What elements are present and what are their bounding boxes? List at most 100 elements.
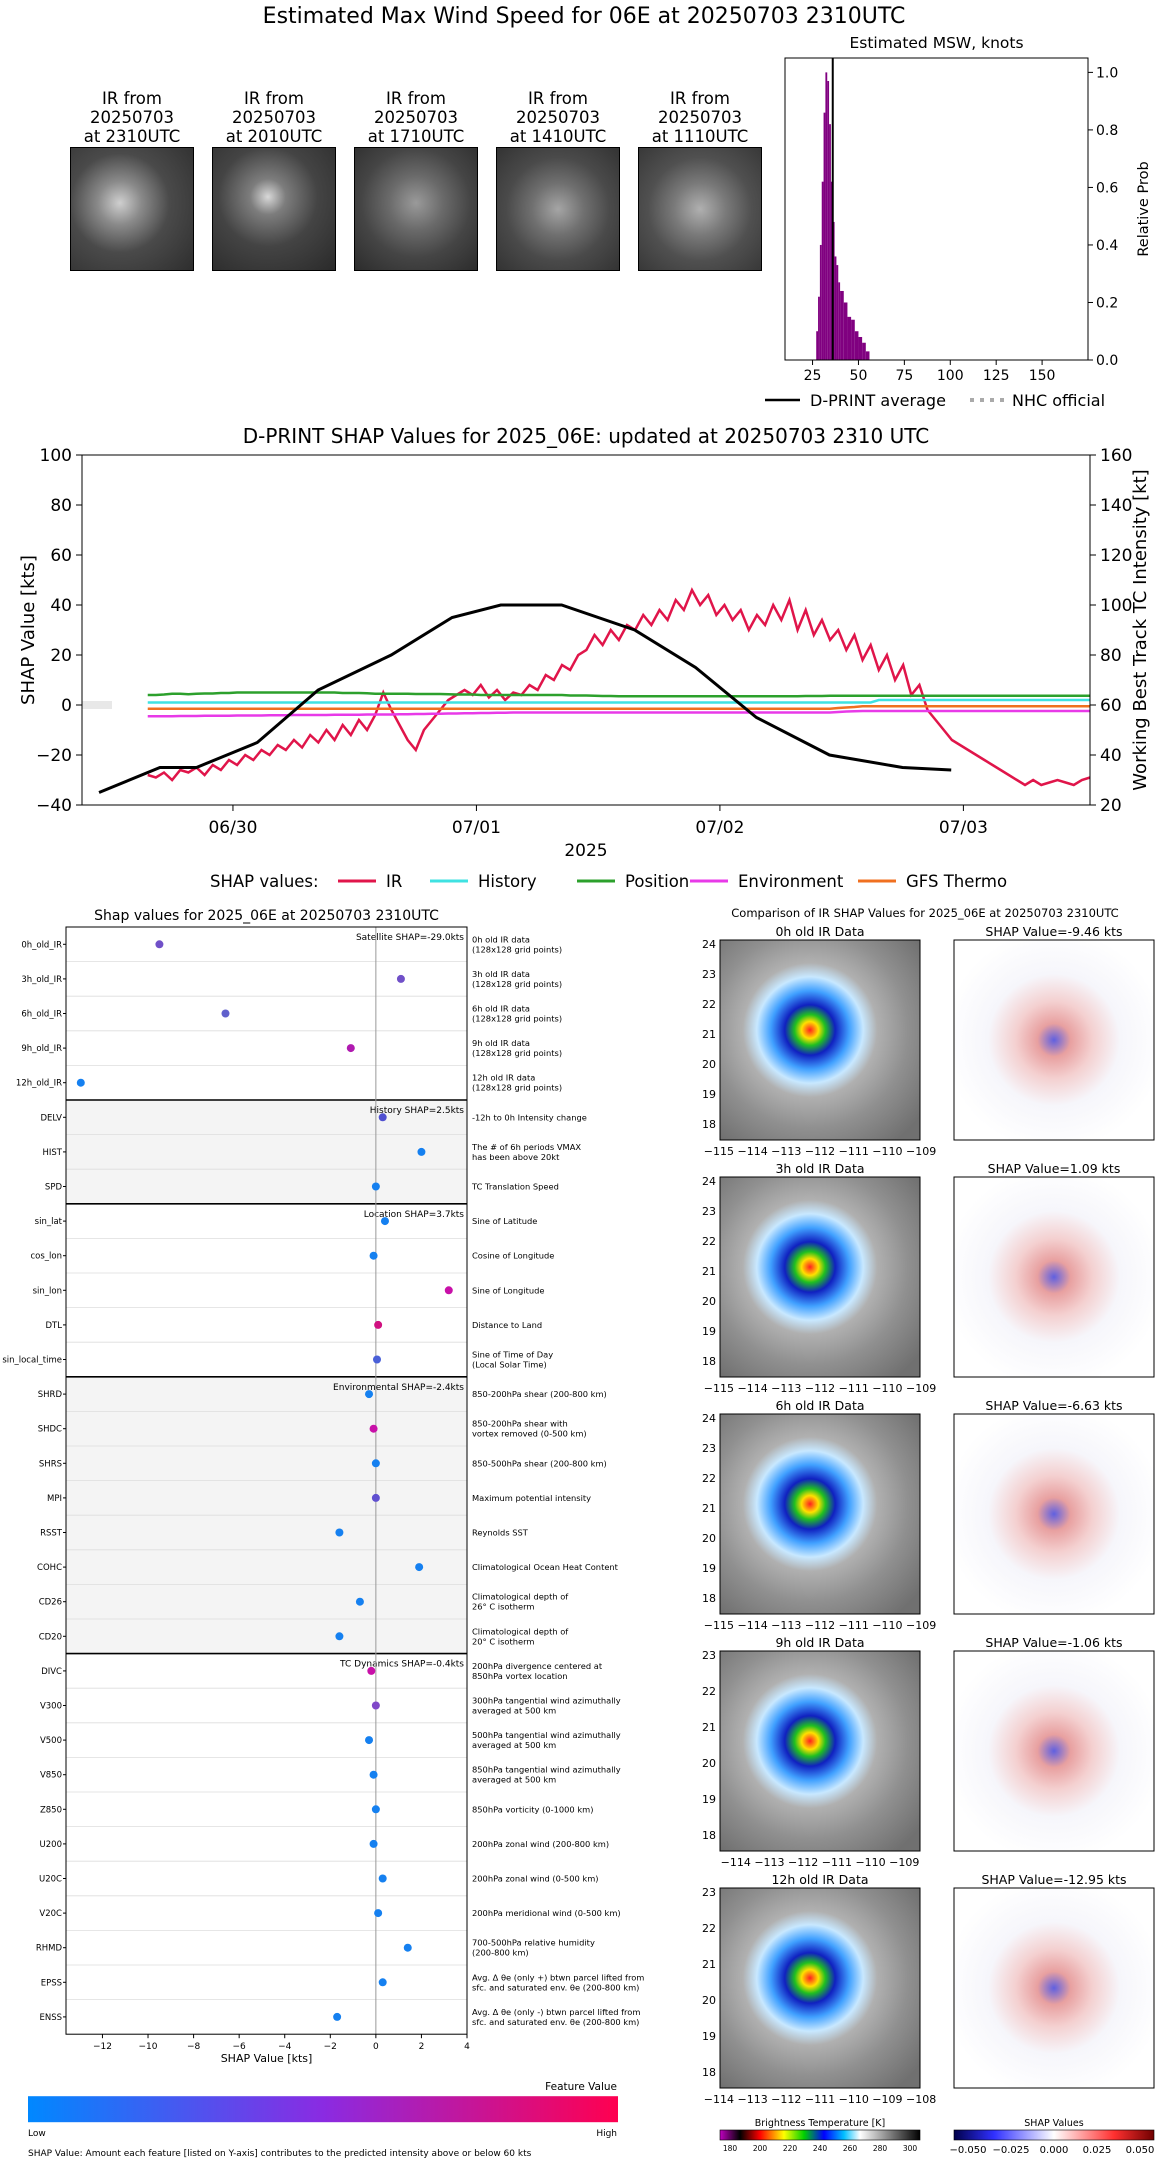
feature-name: Z850 — [40, 1805, 62, 1815]
feature-point — [335, 1632, 344, 1641]
shap-panel-title: SHAP Value=-1.06 kts — [985, 1635, 1122, 1650]
shap-colorbar-title: SHAP Values — [1024, 2118, 1084, 2129]
ir-y-tick-label: 21 — [702, 1028, 716, 1041]
feature-description: 20° C isotherm — [472, 1636, 534, 1646]
feature-point — [371, 1701, 380, 1710]
ir-y-tick-label: 22 — [702, 1922, 716, 1935]
x-tick-label: 0 — [373, 2042, 379, 2052]
ir-thumbnail-image — [70, 147, 194, 271]
histogram-title: Estimated MSW, knots — [849, 34, 1023, 52]
feature-description: (200-800 km) — [472, 1948, 529, 1958]
feature-point — [373, 1355, 382, 1364]
bt-colorbar-tick: 300 — [903, 2144, 918, 2153]
feature-description: sfc. and saturated env. θe (200-800 km) — [472, 2017, 639, 2027]
legend-average-label: D-PRINT average — [810, 391, 946, 410]
feature-name: cos_lon — [30, 1252, 62, 1262]
feature-name: SHDC — [38, 1425, 62, 1435]
y-tick-label: 1.0 — [1096, 65, 1118, 81]
ir-panel-title: 0h old IR Data — [775, 924, 864, 939]
feature-chart-title: Shap values for 2025_06E at 20250703 231… — [94, 908, 439, 924]
y-tick-label: 0.4 — [1096, 238, 1118, 254]
feature-name: ENSS — [39, 2013, 62, 2023]
ir-y-tick-label: 18 — [702, 1355, 716, 1368]
bt-colorbar-tick: 220 — [783, 2144, 798, 2153]
feature-description: Sine of Latitude — [472, 1216, 537, 1226]
feature-description: (Local Solar Time) — [472, 1360, 547, 1370]
x-tick-label: −4 — [278, 2042, 292, 2052]
ir-thumbnail-caption: IR from 20250703 at 1710UTC — [367, 89, 465, 146]
feature-name: sin_lon — [33, 1286, 62, 1296]
y2-tick-label: 100 — [1100, 596, 1132, 616]
y-axis-label: SHAP Value [kts] — [18, 555, 39, 705]
ir-thumbnail-image — [354, 147, 478, 271]
feature-name: SHRD — [38, 1390, 63, 1400]
feature-description: 200hPa zonal wind (200-800 km) — [472, 1839, 609, 1849]
legend-nhc-label: NHC official — [1012, 391, 1105, 410]
y2-tick-label: 60 — [1100, 696, 1122, 716]
shap-panel-title: SHAP Value=-12.95 kts — [981, 1872, 1126, 1887]
ir-panel-title: 6h old IR Data — [775, 1398, 864, 1413]
feature-description: TC Translation Speed — [471, 1182, 559, 1192]
y-tick-label: 40 — [50, 596, 72, 616]
feature-description: 700-500hPa relative humidity — [472, 1938, 595, 1948]
ir-y-tick-label: 21 — [702, 1502, 716, 1515]
zero-band — [82, 701, 112, 709]
feature-point — [403, 1943, 412, 1952]
feature-shap-chart: Shap values for 2025_06E at 20250703 231… — [2, 908, 644, 2158]
ir-panel-title: 9h old IR Data — [775, 1635, 864, 1650]
group-label: Satellite SHAP=-29.0kts — [356, 933, 464, 943]
ir-y-tick-label: 20 — [702, 1532, 716, 1545]
histogram-bar — [865, 351, 870, 360]
feature-point — [369, 1424, 378, 1433]
feature-point — [365, 1736, 374, 1745]
feature-name: 3h_old_IR — [21, 975, 62, 985]
bt-colorbar-tick: 200 — [753, 2144, 768, 2153]
feature-name: 9h_old_IR — [21, 1044, 62, 1054]
bt-colorbar-tick: 280 — [873, 2144, 888, 2153]
feature-name: RHMD — [36, 1944, 63, 1954]
feature-description: (128x128 grid points) — [472, 1083, 562, 1093]
y-tick-label: −40 — [36, 796, 72, 816]
ir-panel-title: 12h old IR Data — [771, 1872, 868, 1887]
footnote: SHAP Value: Amount each feature [listed … — [28, 2149, 532, 2158]
feature-description: averaged at 500 km — [472, 1740, 556, 1750]
feature-description: (128x128 grid points) — [472, 979, 562, 989]
feature-point — [371, 1459, 380, 1468]
histogram-bar — [834, 256, 837, 360]
feature-description: Avg. Δ θe (only -) btwn parcel lifted fr… — [472, 2007, 640, 2017]
x-tick-label: 25 — [804, 368, 822, 384]
histogram-bar — [843, 302, 848, 360]
feature-name: CD26 — [39, 1598, 62, 1608]
y-tick-label: 0.6 — [1096, 180, 1118, 196]
x-tick-label: 07/03 — [939, 818, 988, 838]
feature-description: 9h old IR data — [472, 1038, 530, 1048]
shap-panel-title: SHAP Value=-9.46 kts — [985, 924, 1122, 939]
y-axis-label: Relative Prob — [1136, 161, 1152, 256]
feature-description: 850hPa tangential wind azimuthally — [472, 1765, 621, 1775]
ir-image-panel — [719, 1887, 921, 2089]
ir-y-tick-label: 22 — [702, 1472, 716, 1485]
ir-y-tick-label: 18 — [702, 1118, 716, 1131]
ir-x-tick-labels: −114 −113 −112 −111 −110 −109 — [721, 1856, 920, 1869]
ir-image-panel — [719, 1176, 921, 1378]
feature-name: COHC — [37, 1563, 62, 1573]
ir-thumbnail-caption: IR from 20250703 at 2010UTC — [225, 89, 323, 146]
feature-description: Climatological Ocean Heat Content — [472, 1562, 619, 1572]
feature-description: 6h old IR data — [472, 1004, 530, 1014]
ir-y-tick-label: 18 — [702, 1592, 716, 1605]
feature-description: (128x128 grid points) — [472, 1014, 562, 1024]
y2-tick-label: 140 — [1100, 496, 1132, 516]
feature-point — [355, 1597, 364, 1606]
feature-point — [369, 1770, 378, 1779]
ir-x-tick-labels: −114 −113 −112 −111 −110 −109 −108 — [704, 2093, 936, 2106]
ir-y-tick-label: 19 — [702, 1562, 716, 1575]
y-tick-label: 0.2 — [1096, 295, 1118, 311]
ir-thumbnail-caption: IR from 20250703 at 1110UTC — [651, 89, 749, 146]
shap-colorbar — [953, 2129, 1155, 2141]
feature-description: 0h old IR data — [472, 934, 530, 944]
x-tick-label: 100 — [937, 368, 964, 384]
feature-point — [76, 1078, 85, 1087]
y-tick-label: 20 — [50, 646, 72, 666]
feature-name: V20C — [39, 1909, 62, 1919]
x-axis-label: SHAP Value [kts] — [221, 2052, 313, 2065]
